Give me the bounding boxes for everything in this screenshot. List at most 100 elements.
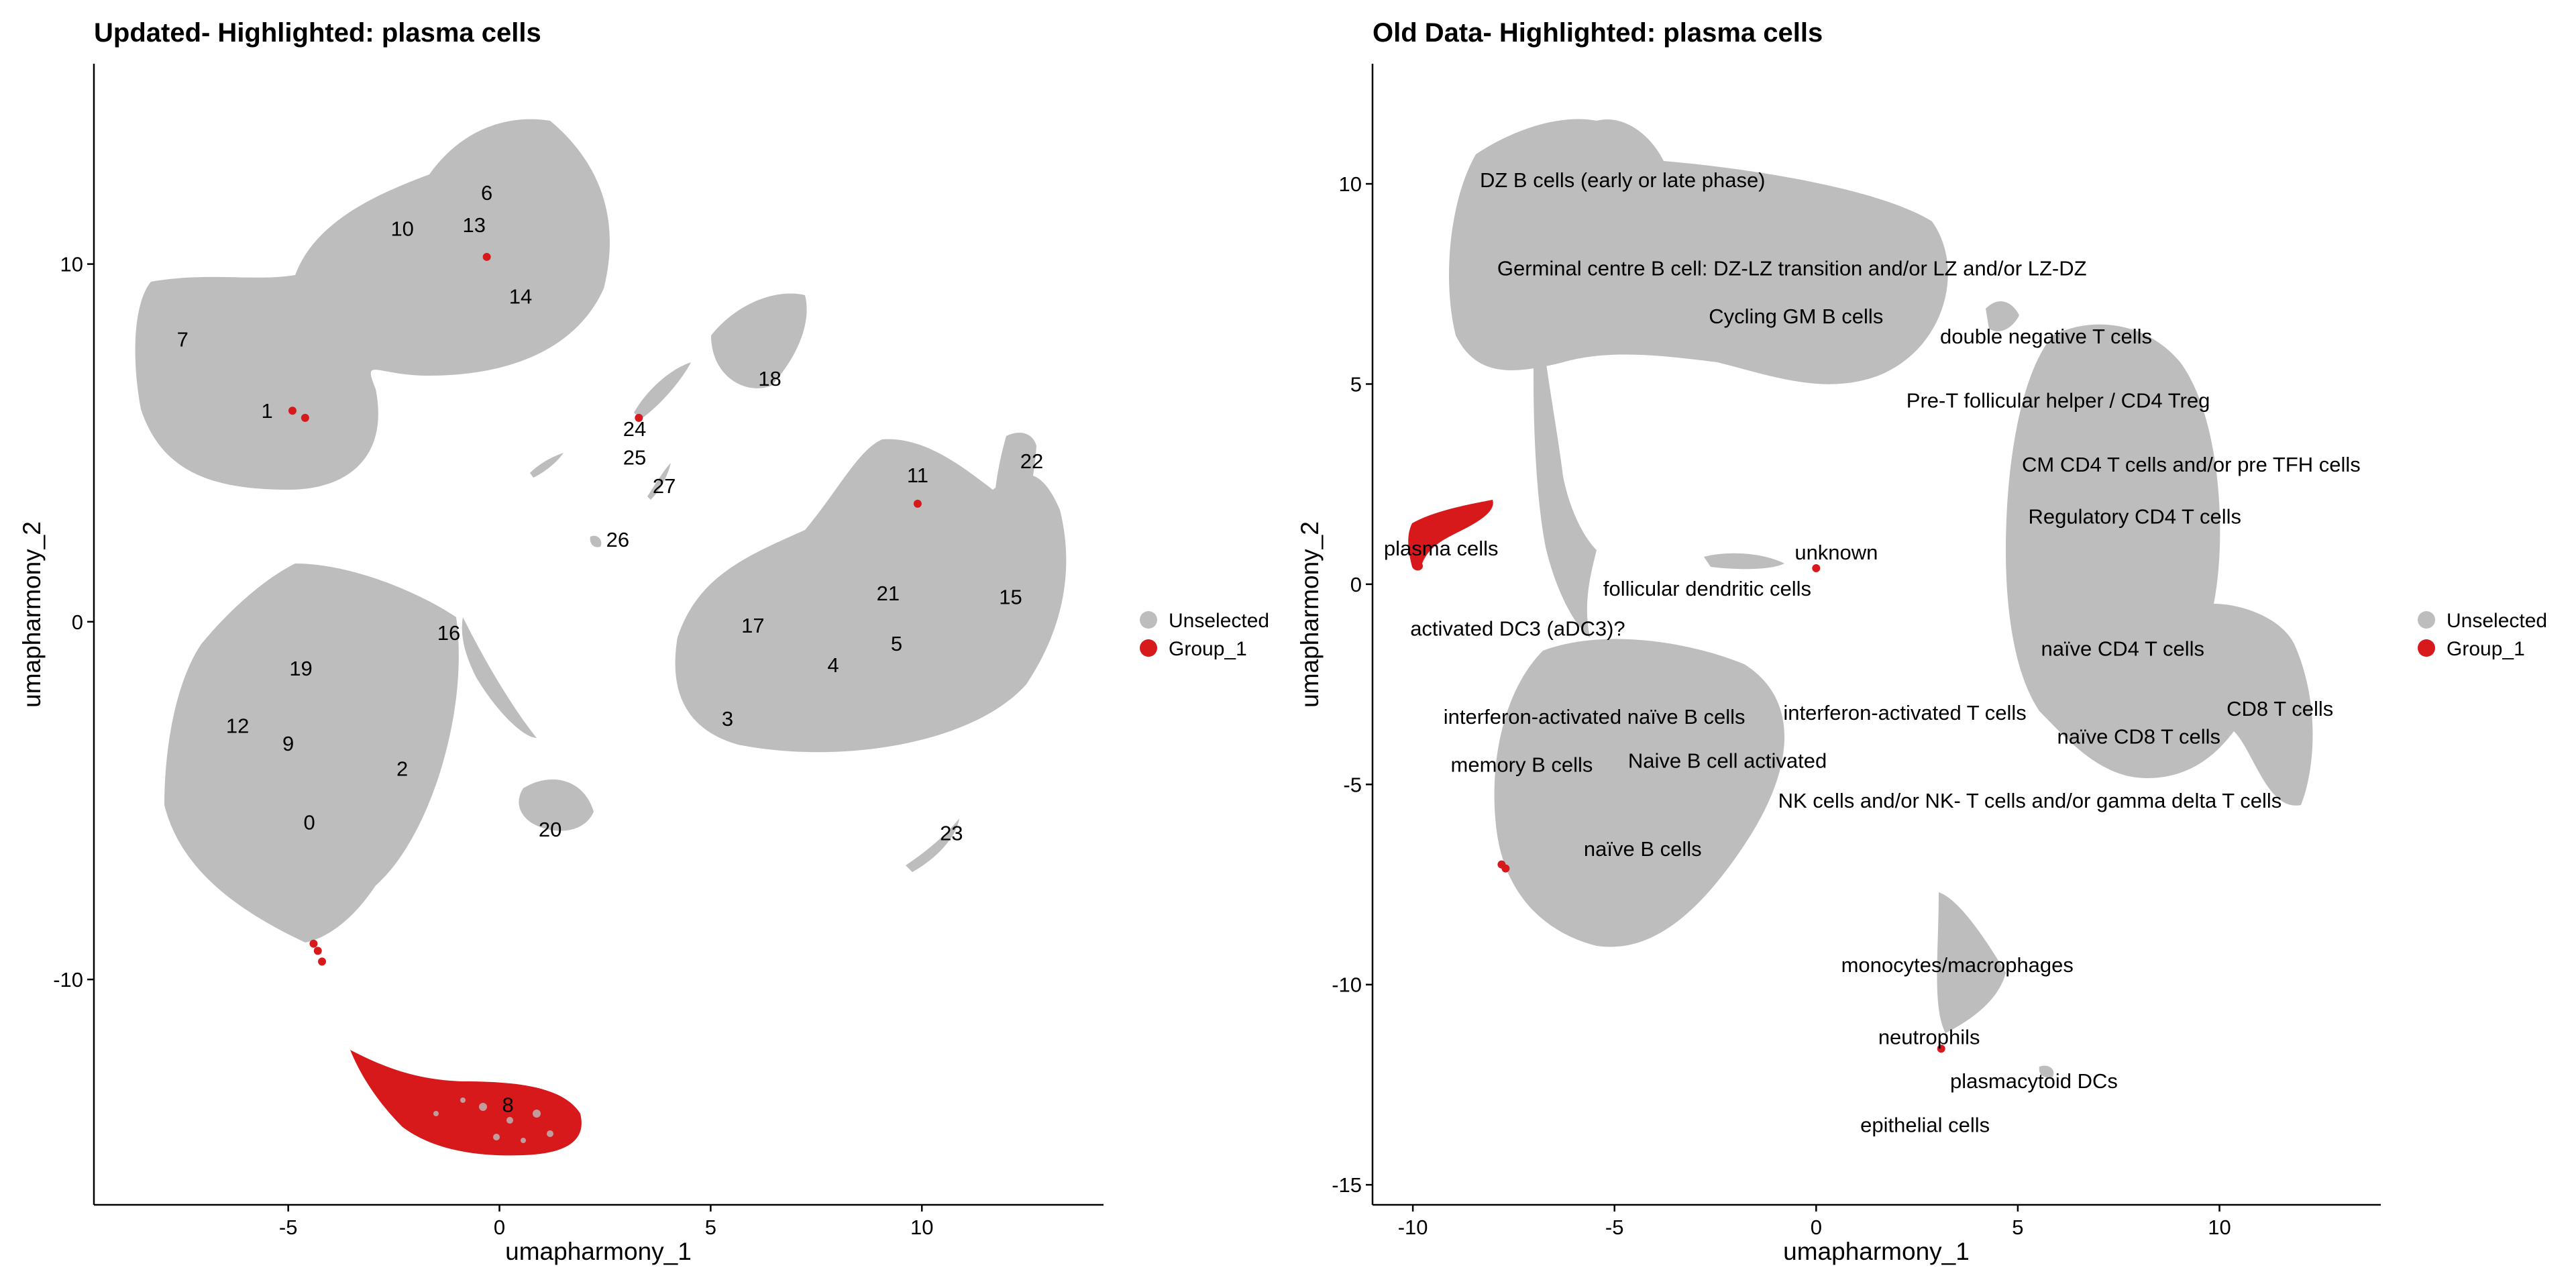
- x-tick-label-old-1: -5: [1605, 1216, 1624, 1239]
- cluster-labels-old: DZ B cells (early or late phase) Germinal…: [1384, 168, 2361, 1137]
- cluster-label-updated-15: 15: [999, 586, 1022, 609]
- cluster-label-old-19: naïve B cells: [1584, 837, 1702, 861]
- cluster-label-old-11: naïve CD4 T cells: [2041, 637, 2204, 660]
- cluster-region-double-negative: [1986, 301, 2019, 331]
- cluster-label-old-17: Naive B cell activated: [1628, 749, 1827, 773]
- cluster-label-updated-3: 3: [722, 707, 733, 731]
- group-1-point-updated-5: [309, 939, 318, 948]
- cluster-label-updated-2: 2: [396, 757, 408, 780]
- cluster-label-old-9: follicular dendritic cells: [1603, 577, 1811, 600]
- cluster-label-old-22: plasmacytoid DCs: [1950, 1069, 2118, 1093]
- y-tick-label-old-5: 10: [1339, 172, 1362, 196]
- cluster-region-26: [590, 535, 602, 547]
- cluster-region-bottom-left: [164, 564, 459, 943]
- cluster-region-myeloid-stream: [1533, 282, 1597, 637]
- cluster-label-old-16: memory B cells: [1451, 753, 1593, 776]
- y-axis-ticks-updated: -10 0 10: [53, 253, 94, 991]
- x-tick-label-old-2: 0: [1811, 1216, 1822, 1239]
- cluster-label-old-23: epithelial cells: [1860, 1114, 1990, 1137]
- umap-updated-panel: Updated- Highlighted: plasma cells: [18, 18, 1269, 1265]
- group-1-points-old: [1497, 564, 1945, 1053]
- axes-updated: [93, 64, 1104, 1206]
- y-tick-label-updated-2: 10: [60, 253, 83, 276]
- cluster-label-updated-5: 5: [891, 632, 902, 655]
- cluster-label-updated-17: 17: [741, 614, 764, 637]
- cluster-region-germinal-centre: [1449, 119, 1948, 384]
- umap-old-panel: Old Data- Highlighted: plasma cells -10 -…: [1296, 18, 2547, 1265]
- x-axis-ticks-old: -10 -5 0 5 10: [1398, 1205, 2231, 1239]
- cluster-label-updated-10: 10: [390, 217, 413, 240]
- cluster-label-old-5: CM CD4 T cells and/or pre TFH cells: [2022, 453, 2361, 476]
- legend-label-unselected-old: Unselected: [2447, 610, 2547, 632]
- y-tick-label-old-0: -15: [1332, 1173, 1362, 1197]
- x-tick-label-updated-3: 10: [910, 1216, 933, 1239]
- cluster-label-updated-14: 14: [509, 285, 532, 309]
- cluster-label-old-7: unknown: [1794, 541, 1878, 564]
- cluster-label-updated-24: 24: [623, 417, 646, 441]
- group-1-point-updated-3: [635, 413, 643, 422]
- cluster-label-updated-0: 0: [304, 810, 315, 834]
- y-tick-label-updated-1: 0: [72, 610, 83, 634]
- cluster-region-18: [711, 293, 807, 388]
- y-axis-ticks-old: -15 -10 -5 0 5 10: [1332, 172, 1373, 1197]
- cluster-region-b-cells: [1494, 639, 1784, 947]
- cluster-label-old-1: Germinal centre B cell: DZ-LZ transition…: [1497, 256, 2087, 280]
- cluster-label-old-3: double negative T cells: [1940, 325, 2152, 348]
- cluster-label-updated-26: 26: [606, 528, 629, 551]
- cluster-region-pdc: [2039, 1065, 2054, 1078]
- y-tick-label-old-2: -5: [1343, 773, 1362, 796]
- cluster-label-updated-16: 16: [437, 621, 460, 645]
- cluster-label-updated-9: 9: [282, 732, 294, 755]
- cluster-label-updated-11: 11: [907, 464, 928, 487]
- cluster-region-fdc: [1704, 553, 1784, 570]
- legend-old: Unselected Group_1: [2418, 610, 2547, 660]
- group-1-point-updated-6: [313, 947, 322, 955]
- cluster-region-27: [647, 463, 671, 500]
- cluster-label-old-4: Pre-T follicular helper / CD4 Treg: [1907, 388, 2210, 412]
- legend-swatch-group-1-old: [2418, 639, 2435, 657]
- cluster-region-right: [675, 439, 1067, 753]
- x-tick-label-updated-1: 0: [494, 1216, 505, 1239]
- x-axis-ticks-updated: -5 0 5 10: [279, 1205, 933, 1239]
- unselected-cells-updated: [135, 119, 1067, 943]
- group-1-blob-speckle-updated: [433, 1097, 553, 1143]
- group-1-point-old-1: [1501, 864, 1510, 873]
- cluster-label-updated-1: 1: [262, 399, 273, 423]
- plot-title-old: Old Data- Highlighted: plasma cells: [1373, 18, 1823, 48]
- cluster-region-20: [519, 779, 594, 831]
- legend-swatch-group-1: [1140, 639, 1157, 657]
- group-1-point-updated-4: [913, 499, 922, 508]
- legend-label-unselected: Unselected: [1169, 610, 1269, 632]
- cluster-label-updated-27: 27: [653, 474, 676, 498]
- y-axis-label-updated: umapharmony_2: [18, 521, 46, 708]
- legend-updated: Unselected Group_1: [1140, 610, 1269, 660]
- y-tick-label-updated-0: -10: [53, 968, 83, 991]
- cluster-label-old-6: Regulatory CD4 T cells: [2028, 504, 2241, 528]
- cluster-label-updated-12: 12: [226, 714, 249, 737]
- cluster-region-16: [462, 617, 537, 738]
- x-tick-label-updated-2: 5: [705, 1216, 716, 1239]
- cluster-label-old-14: CD8 T cells: [2226, 697, 2333, 720]
- plot-title-updated: Updated- Highlighted: plasma cells: [94, 18, 541, 48]
- cluster-label-old-0: DZ B cells (early or late phase): [1480, 168, 1766, 192]
- x-tick-label-updated-0: -5: [279, 1216, 298, 1239]
- x-tick-label-old-4: 10: [2208, 1216, 2231, 1239]
- cluster-label-old-10: activated DC3 (aDC3)?: [1410, 617, 1625, 641]
- cluster-label-updated-6: 6: [481, 181, 492, 205]
- axes-old: [1371, 64, 2381, 1206]
- cluster-label-updated-8: 8: [502, 1093, 513, 1117]
- cluster-label-old-18: NK cells and/or NK- T cells and/or gamma…: [1778, 789, 2282, 812]
- x-axis-label-updated: umapharmony_1: [505, 1238, 692, 1265]
- y-axis-label-old: umapharmony_2: [1296, 521, 1324, 708]
- cluster-label-old-15: naïve CD8 T cells: [2057, 725, 2221, 749]
- cluster-label-old-13: interferon-activated T cells: [1783, 701, 2026, 724]
- y-tick-label-old-1: -10: [1332, 973, 1362, 997]
- cluster-label-updated-7: 7: [177, 328, 189, 352]
- legend-swatch-unselected: [1140, 611, 1157, 629]
- cluster-label-old-20: monocytes/macrophages: [1841, 953, 2074, 977]
- cluster-label-updated-19: 19: [289, 657, 312, 680]
- cluster-region-24: [634, 362, 691, 419]
- cluster-label-updated-4: 4: [827, 653, 839, 677]
